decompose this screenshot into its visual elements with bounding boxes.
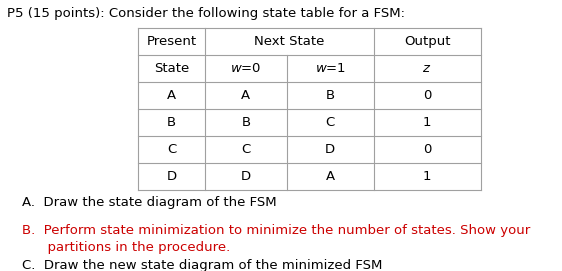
Text: B: B — [325, 89, 335, 102]
Text: Output: Output — [404, 36, 450, 49]
Text: C: C — [167, 143, 176, 156]
Text: A.  Draw the state diagram of the FSM: A. Draw the state diagram of the FSM — [22, 196, 277, 209]
Text: A: A — [167, 89, 176, 102]
Text: D: D — [325, 143, 336, 156]
Text: C: C — [241, 143, 251, 156]
Text: 1: 1 — [423, 116, 432, 129]
Text: B.  Perform state minimization to minimize the number of states. Show your
     : B. Perform state minimization to minimiz… — [22, 224, 531, 254]
Text: A: A — [325, 170, 335, 183]
Text: C.  Draw the new state diagram of the minimized FSM: C. Draw the new state diagram of the min… — [22, 259, 383, 271]
Text: B: B — [167, 116, 176, 129]
Text: P5 (15 points): Consider the following state table for a FSM:: P5 (15 points): Consider the following s… — [7, 7, 405, 20]
Text: Present: Present — [146, 36, 197, 49]
Text: A: A — [241, 89, 251, 102]
Text: $w$=0: $w$=0 — [230, 62, 261, 75]
Text: C: C — [325, 116, 335, 129]
Text: D: D — [166, 170, 176, 183]
Text: 1: 1 — [423, 170, 432, 183]
Text: Next State: Next State — [254, 36, 325, 49]
Text: $z$: $z$ — [423, 62, 432, 75]
Text: B: B — [241, 116, 251, 129]
Text: D: D — [241, 170, 251, 183]
Text: $w$=1: $w$=1 — [315, 62, 346, 75]
Text: State: State — [154, 62, 189, 75]
Text: 0: 0 — [423, 143, 431, 156]
Text: 0: 0 — [423, 89, 431, 102]
